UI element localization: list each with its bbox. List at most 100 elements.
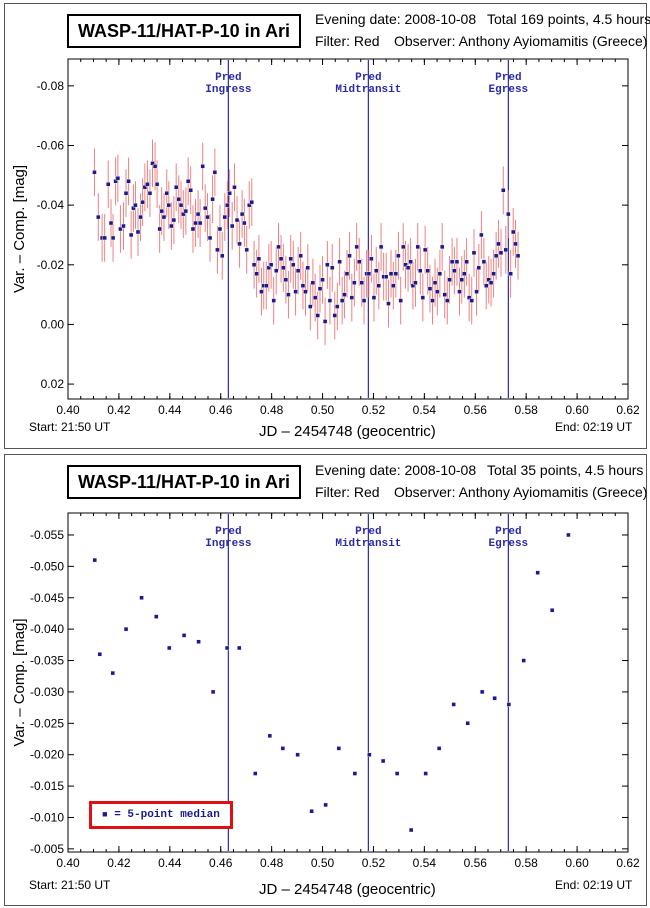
data-point (413, 280, 418, 285)
observer-label: Observer: Anthony Ayiomamitis (Greece) (394, 33, 648, 49)
data-point (259, 289, 264, 294)
y-tick-label: -0.02 (37, 258, 65, 272)
legend-label: = 5-point median (114, 809, 220, 821)
data-point (366, 271, 372, 276)
data-point (476, 265, 482, 270)
data-point (278, 256, 284, 262)
data-point (267, 733, 273, 739)
x-tick-label: 0.50 (311, 856, 335, 870)
light-curve-panel-median: WASP-11/HAT-P-10 in Ari Evening date: 20… (4, 454, 647, 906)
data-point (442, 292, 447, 297)
y-tick-label: -0.030 (30, 685, 64, 699)
data-point (521, 658, 526, 663)
data-point (308, 304, 313, 309)
plot-frame (67, 58, 629, 400)
data-point (118, 226, 123, 232)
total-points: Total 35 points, 4.5 hours (487, 462, 644, 478)
data-point (447, 277, 452, 282)
data-point (280, 746, 286, 751)
data-point (268, 262, 274, 267)
x-tick-label: 0.62 (616, 856, 640, 870)
data-point (439, 244, 445, 250)
data-point (123, 626, 129, 632)
data-point (97, 652, 103, 657)
data-point (264, 283, 269, 288)
data-point (436, 746, 442, 751)
data-point (126, 179, 131, 184)
x-tick-label: 0.56 (464, 856, 488, 870)
x-tick-label: 0.42 (107, 856, 131, 870)
data-point (380, 758, 386, 764)
y-tick-label: -0.035 (30, 654, 64, 668)
data-point (378, 244, 384, 250)
y-tick-label: -0.020 (30, 748, 64, 762)
data-point (361, 298, 367, 303)
data-point (139, 595, 144, 600)
data-point (323, 802, 328, 808)
data-point (479, 689, 485, 695)
data-point (408, 259, 413, 265)
data-point (394, 771, 400, 776)
data-point (212, 170, 218, 175)
data-point (178, 202, 184, 208)
x-tick-label: 0.46 (209, 856, 233, 870)
data-point (190, 226, 196, 232)
data-point (225, 202, 230, 208)
data-point (359, 280, 364, 285)
data-point (503, 247, 509, 253)
data-point (383, 274, 389, 279)
y-tick-label: -0.050 (30, 559, 64, 573)
data-point (188, 188, 193, 193)
start-time: Start: 21:50 UT (29, 420, 111, 434)
data-point (291, 262, 296, 267)
data-point (145, 182, 150, 187)
data-point (347, 253, 352, 259)
filter-label: Filter: Red (315, 33, 380, 49)
start-time: Start: 21:50 UT (29, 878, 111, 892)
data-point (432, 280, 438, 285)
data-point (271, 298, 276, 303)
marker-label: Egress (489, 538, 529, 550)
data-point (92, 557, 97, 563)
marker-label: Pred (355, 72, 381, 84)
data-point (295, 268, 301, 273)
data-point (154, 614, 159, 619)
x-tick-label: 0.56 (464, 403, 488, 417)
data-point (154, 182, 160, 187)
data-point (227, 191, 232, 196)
filter-label: Filter: Red (315, 484, 380, 500)
end-time: End: 02:19 UT (555, 878, 633, 892)
data-point (197, 220, 203, 226)
data-point (312, 295, 318, 300)
data-point (185, 179, 191, 184)
y-axis-label: Var. – Comp. [mag] (11, 618, 28, 746)
data-point (193, 220, 198, 226)
data-point (452, 268, 457, 273)
data-point (237, 241, 242, 247)
legend-marker: ■ (102, 810, 108, 820)
data-point (176, 196, 181, 202)
data-point (229, 223, 235, 229)
data-point (181, 211, 186, 217)
data-point (398, 298, 403, 303)
marker-label: Pred (355, 526, 381, 538)
data-point (195, 211, 201, 217)
data-point (465, 721, 470, 726)
chart-area: Var. – Comp. [mag] 0.40 0.42 0.44 0.46 0.48 0.… (11, 512, 640, 870)
data-point (471, 250, 477, 256)
data-point (147, 191, 153, 196)
data-point (108, 220, 114, 226)
data-point (462, 271, 467, 276)
data-point (96, 214, 101, 220)
data-point (138, 214, 143, 220)
x-tick-label: 0.58 (515, 403, 539, 417)
data-point (239, 211, 245, 217)
x-tick-label: 0.52 (362, 856, 386, 870)
observer-label: Observer: Anthony Ayiomamitis (Greece) (394, 484, 648, 500)
data-point (300, 283, 306, 288)
data-point (401, 244, 406, 250)
data-point (492, 695, 497, 701)
data-point (283, 277, 289, 282)
data-point (157, 226, 162, 232)
data-point (167, 645, 172, 651)
